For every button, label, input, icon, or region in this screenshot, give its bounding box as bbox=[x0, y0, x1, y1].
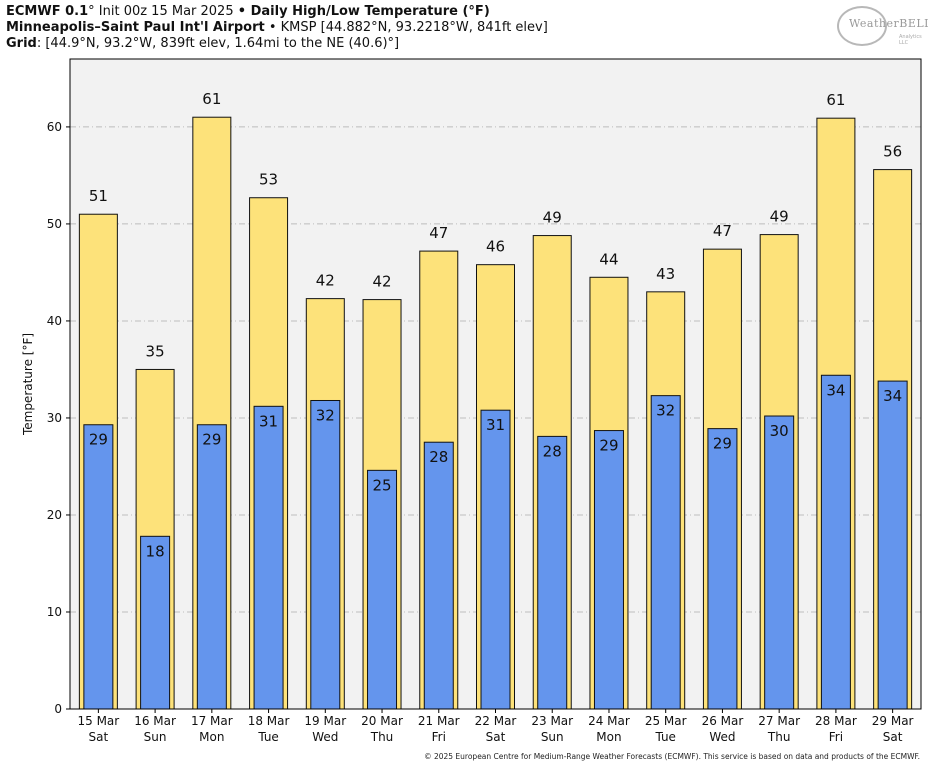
x-tick-day: Sun bbox=[541, 730, 564, 744]
x-tick-day: Sat bbox=[883, 730, 903, 744]
high-value-label: 61 bbox=[202, 90, 221, 108]
high-value-label: 44 bbox=[599, 250, 618, 268]
y-tick-label: 10 bbox=[47, 605, 62, 619]
low-bar bbox=[765, 416, 794, 709]
high-value-label: 53 bbox=[259, 171, 278, 189]
x-tick-day: Fri bbox=[829, 730, 843, 744]
x-tick-day: Sun bbox=[144, 730, 167, 744]
low-value-label: 31 bbox=[259, 412, 278, 430]
temperature-chart: 0 10 20 30 40 50 60 51 29 15 Mar Sat 35 18 16 Mar Sun 6… bbox=[0, 0, 928, 766]
copyright-footer: © 2025 European Centre for Medium-Range … bbox=[424, 752, 920, 761]
low-bar bbox=[878, 381, 907, 709]
high-value-label: 42 bbox=[372, 273, 391, 291]
low-value-label: 30 bbox=[770, 422, 789, 440]
x-tick-day: Sat bbox=[486, 730, 506, 744]
low-value-label: 29 bbox=[599, 437, 618, 455]
y-tick-label: 0 bbox=[54, 702, 62, 716]
x-tick-day: Sat bbox=[89, 730, 109, 744]
low-bar bbox=[481, 410, 510, 709]
y-tick-label: 30 bbox=[47, 411, 62, 425]
low-value-label: 29 bbox=[713, 435, 732, 453]
low-bar bbox=[311, 400, 340, 709]
low-value-label: 31 bbox=[486, 416, 505, 434]
x-tick-date: 15 Mar bbox=[77, 714, 119, 728]
x-tick-date: 24 Mar bbox=[588, 714, 630, 728]
low-bar bbox=[254, 406, 283, 709]
x-tick-date: 28 Mar bbox=[815, 714, 857, 728]
x-tick-day: Tue bbox=[654, 730, 676, 744]
x-tick-date: 23 Mar bbox=[531, 714, 573, 728]
high-value-label: 35 bbox=[146, 342, 165, 360]
high-value-label: 43 bbox=[656, 265, 675, 283]
x-tick-date: 22 Mar bbox=[475, 714, 517, 728]
x-tick-day: Wed bbox=[312, 730, 338, 744]
x-tick-day: Thu bbox=[767, 730, 791, 744]
x-tick-date: 27 Mar bbox=[758, 714, 800, 728]
x-tick-date: 20 Mar bbox=[361, 714, 403, 728]
y-tick-label: 20 bbox=[47, 508, 62, 522]
low-bar bbox=[594, 431, 623, 709]
low-bar bbox=[141, 536, 170, 709]
high-value-label: 61 bbox=[826, 91, 845, 109]
x-tick-date: 21 Mar bbox=[418, 714, 460, 728]
y-tick-label: 40 bbox=[47, 314, 62, 328]
x-tick-day: Mon bbox=[596, 730, 621, 744]
low-bar bbox=[84, 425, 113, 709]
low-bar bbox=[424, 442, 453, 709]
x-tick-date: 26 Mar bbox=[702, 714, 744, 728]
y-tick-label: 50 bbox=[47, 217, 62, 231]
low-value-label: 29 bbox=[202, 431, 221, 449]
low-value-label: 25 bbox=[372, 476, 391, 494]
high-value-label: 49 bbox=[770, 208, 789, 226]
y-tick-label: 60 bbox=[47, 120, 62, 134]
x-tick-day: Fri bbox=[432, 730, 446, 744]
high-value-label: 47 bbox=[429, 224, 448, 242]
low-value-label: 34 bbox=[883, 387, 902, 405]
low-value-label: 32 bbox=[316, 406, 335, 424]
x-tick-date: 16 Mar bbox=[134, 714, 176, 728]
x-tick-day: Tue bbox=[257, 730, 279, 744]
x-tick-date: 25 Mar bbox=[645, 714, 687, 728]
x-tick-date: 18 Mar bbox=[248, 714, 290, 728]
high-value-label: 56 bbox=[883, 143, 902, 161]
low-value-label: 29 bbox=[89, 431, 108, 449]
low-bar bbox=[538, 436, 567, 709]
low-bar bbox=[821, 375, 850, 709]
high-value-label: 42 bbox=[316, 272, 335, 290]
x-tick-day: Thu bbox=[370, 730, 394, 744]
low-value-label: 34 bbox=[826, 381, 845, 399]
low-value-label: 28 bbox=[429, 448, 448, 466]
x-tick-date: 29 Mar bbox=[872, 714, 914, 728]
x-tick-date: 19 Mar bbox=[304, 714, 346, 728]
low-value-label: 28 bbox=[543, 442, 562, 460]
low-bar bbox=[708, 429, 737, 709]
x-tick-day: Wed bbox=[709, 730, 735, 744]
low-value-label: 18 bbox=[146, 542, 165, 560]
x-tick-day: Mon bbox=[199, 730, 224, 744]
high-value-label: 46 bbox=[486, 238, 505, 256]
low-value-label: 32 bbox=[656, 402, 675, 420]
low-bar bbox=[197, 425, 226, 709]
x-tick-date: 17 Mar bbox=[191, 714, 233, 728]
high-value-label: 51 bbox=[89, 187, 108, 205]
y-axis-label: Temperature [°F] bbox=[21, 333, 35, 436]
low-bar bbox=[651, 396, 680, 709]
high-value-label: 49 bbox=[543, 209, 562, 227]
low-bar bbox=[368, 470, 397, 709]
high-value-label: 47 bbox=[713, 222, 732, 240]
